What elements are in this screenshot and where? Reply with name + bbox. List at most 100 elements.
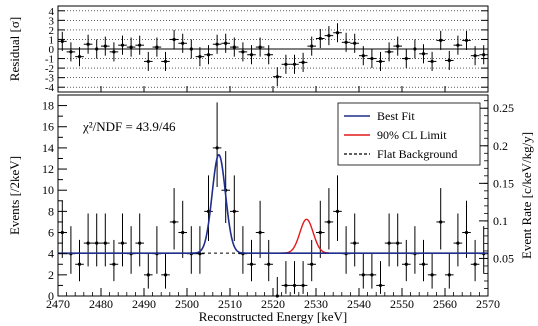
residual-point <box>77 55 82 59</box>
main-data-point <box>456 241 460 245</box>
residual-y-tick-label: -2 <box>45 63 54 75</box>
main-y-tick-label: 2 <box>48 268 54 282</box>
main-data-point <box>232 209 236 213</box>
right-axis-ticks: 0.05 0.1 0.15 0.2 0.25 <box>479 100 514 289</box>
main-data-point <box>318 230 322 235</box>
best-fit-curve <box>58 153 488 254</box>
main-data-point <box>95 241 99 245</box>
residual-point <box>224 41 228 45</box>
residual-point <box>232 45 236 49</box>
residual-point <box>241 50 245 54</box>
main-y-tick-label: 12 <box>42 162 54 176</box>
residual-point <box>284 62 288 66</box>
residual-point <box>249 53 254 57</box>
main-y-tick-label: 4 <box>48 247 54 261</box>
residual-point <box>301 60 305 64</box>
residual-point <box>215 42 219 46</box>
residual-point <box>129 45 133 49</box>
legend-box <box>337 102 481 166</box>
residual-point <box>439 38 443 43</box>
residual-point <box>163 59 168 64</box>
residual-point <box>335 31 340 35</box>
residual-point <box>181 41 185 45</box>
residual-point <box>473 54 477 58</box>
main-data-point <box>430 273 434 277</box>
main-data-point <box>267 262 271 266</box>
residual-point <box>413 47 417 51</box>
x-tick-label: 2500 <box>175 297 199 311</box>
residual-point <box>198 55 202 59</box>
main-y-tick-label: 14 <box>42 141 54 155</box>
legend: Best Fit 90% CL Limit Flat Background <box>337 102 481 166</box>
x-tick-label: 2520 <box>261 297 285 311</box>
main-data-point <box>327 220 331 224</box>
residual-point <box>456 43 460 47</box>
main-data-point <box>370 273 374 277</box>
main-data-point <box>301 283 305 288</box>
main-data-point <box>163 273 168 277</box>
main-data-point <box>86 241 90 245</box>
main-y-tick-label: 16 <box>42 120 54 134</box>
residual-point <box>292 62 297 66</box>
residual-point <box>396 44 400 48</box>
x-tick-label: 2510 <box>218 297 242 311</box>
main-data-point <box>335 209 340 213</box>
x-tick-label: 2530 <box>304 297 328 311</box>
main-data-point <box>146 273 150 277</box>
residual-point <box>361 54 365 58</box>
main-y-tick-label: 10 <box>42 183 54 197</box>
main-y-label: Events [/2keV] <box>7 156 22 235</box>
residual-point <box>353 41 357 45</box>
main-data-point <box>215 146 219 150</box>
residual-point <box>146 59 150 64</box>
residual-point <box>447 58 451 63</box>
residual-point <box>387 50 391 54</box>
x-tick-label: 2540 <box>347 297 371 311</box>
x-axis-ticks: 2470 2480 2490 2500 2510 2520 2530 2540 2550 2560… <box>46 86 500 311</box>
main-data-point <box>404 262 408 266</box>
residual-y-tick-label: -1 <box>45 54 54 66</box>
main-panel: 0 2 4 6 8 10 12 14 16 18 0.05 0.1 0.15 0.2 0.25 2470 2… <box>7 86 534 324</box>
main-data-point <box>181 230 185 235</box>
residual-point <box>275 75 279 79</box>
main-data-points <box>58 102 488 298</box>
residual-point <box>138 43 142 47</box>
main-data-point <box>120 241 125 245</box>
residual-point <box>378 59 383 64</box>
x-tick-label: 2480 <box>89 297 113 311</box>
residual-point <box>95 47 99 51</box>
main-data-point <box>378 283 383 288</box>
residual-y-tick-label: 1 <box>49 34 55 46</box>
residual-y-label: Residual [σ] <box>7 17 22 81</box>
residual-point <box>120 43 125 47</box>
main-data-point <box>249 262 254 266</box>
main-y-tick-label: 6 <box>48 226 54 240</box>
x-tick-label: 2550 <box>390 297 414 311</box>
main-y-ticks: 0 2 4 6 8 10 12 14 16 18 <box>42 94 67 303</box>
residual-y-tick-label: 2 <box>49 25 55 37</box>
legend-label-flat-background: Flat Background <box>377 147 457 161</box>
residual-point <box>421 52 426 56</box>
residual-point <box>155 45 159 49</box>
main-data-point <box>396 241 400 245</box>
residual-y-tick-label: 3 <box>49 15 55 27</box>
residual-point <box>327 34 331 38</box>
residual-point <box>60 39 64 43</box>
main-data-point <box>421 262 426 266</box>
main-data-point <box>361 273 365 277</box>
x-tick-label: 2490 <box>132 297 156 311</box>
x-tick-label: 2560 <box>433 297 457 311</box>
residual-y-tick-label: 0 <box>49 44 55 56</box>
right-y-tick-label: 0.1 <box>493 214 508 228</box>
main-data-point <box>387 241 391 245</box>
residual-point <box>370 56 374 61</box>
residual-point <box>482 53 486 57</box>
residual-point <box>404 56 408 61</box>
main-data-point <box>112 262 116 266</box>
main-data-point <box>77 262 82 266</box>
residual-point <box>318 36 322 41</box>
main-data-point <box>447 273 451 277</box>
